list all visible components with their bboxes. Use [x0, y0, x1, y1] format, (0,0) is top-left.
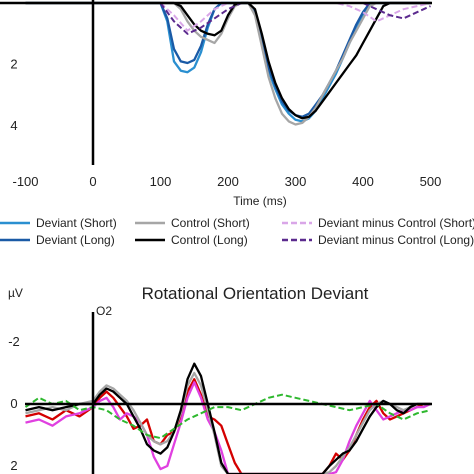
bottom-series-lines — [24, 362, 431, 474]
bottom-line-series-3 — [25, 371, 431, 474]
legend-label: Control (Short) — [171, 216, 250, 230]
bottom-line-series-2 — [25, 381, 431, 474]
top-x-axis-label: Time (ms) — [233, 194, 287, 208]
bottom-line-series-1 — [25, 378, 431, 474]
top-erp-plot: -100 0 100 200 300 400 500 2 4 Time (ms) — [0, 0, 441, 208]
legend-label: Deviant (Long) — [36, 233, 115, 247]
bottom-line-series-4 — [25, 362, 431, 474]
x-tick-label: -100 — [12, 174, 38, 189]
channel-label: O2 — [96, 304, 112, 318]
legend-item-deviant-long: Deviant (Long) — [0, 233, 115, 247]
legend-item-control-long: Control (Long) — [135, 233, 248, 247]
top-line-control-short — [25, 1, 431, 126]
x-tick-label: 400 — [352, 174, 374, 189]
x-tick-label: 500 — [420, 174, 442, 189]
legend-item-deviant-short: Deviant (Short) — [0, 216, 117, 230]
bottom-tick-labels: -2 0 2 — [8, 334, 20, 473]
unit-label: µV — [8, 286, 23, 300]
bottom-erp-plot: µV Rotational Orientation Deviant O2 -2 0… — [8, 284, 432, 474]
legend-item-deviant-minus-control-long: Deviant minus Control (Long) — [282, 233, 474, 247]
x-tick-label: 100 — [150, 174, 172, 189]
chart-title: Rotational Orientation Deviant — [142, 284, 369, 303]
top-tick-labels: -100 0 100 200 300 400 500 2 4 — [10, 57, 441, 190]
y-tick-label: 0 — [10, 396, 17, 411]
legend-label: Deviant (Short) — [36, 216, 117, 230]
legend: Deviant (Short) Control (Short) Deviant mi… — [0, 216, 474, 247]
x-tick-label: 200 — [217, 174, 239, 189]
x-tick-label: 0 — [89, 174, 96, 189]
y-tick-label: 4 — [10, 118, 17, 133]
y-tick-label: 2 — [10, 458, 17, 473]
legend-item-deviant-minus-control-short: Deviant minus Control (Short) — [282, 216, 474, 230]
legend-label: Deviant minus Control (Long) — [318, 233, 474, 247]
legend-label: Control (Long) — [171, 233, 248, 247]
y-tick-label: -2 — [8, 334, 20, 349]
legend-item-control-short: Control (Short) — [135, 216, 250, 230]
y-tick-label: 2 — [10, 57, 17, 72]
legend-label: Deviant minus Control (Short) — [318, 216, 474, 230]
x-tick-label: 300 — [285, 174, 307, 189]
top-series-lines — [25, 1, 431, 126]
